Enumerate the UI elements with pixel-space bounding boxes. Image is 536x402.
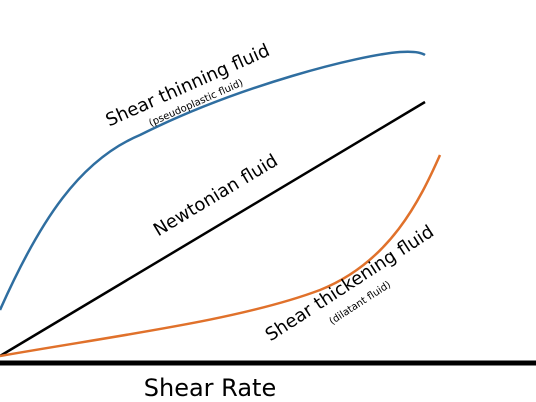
- curve-label: Shear thinning fluid: [103, 40, 273, 131]
- x-axis-label: Shear Rate: [144, 374, 276, 402]
- shear-thinning-curve: [0, 50, 426, 311]
- shear-thickening-curve: [0, 154, 442, 358]
- newtonian-line: [0, 100, 426, 358]
- curve-label: Shear thickening fluid: [262, 221, 438, 346]
